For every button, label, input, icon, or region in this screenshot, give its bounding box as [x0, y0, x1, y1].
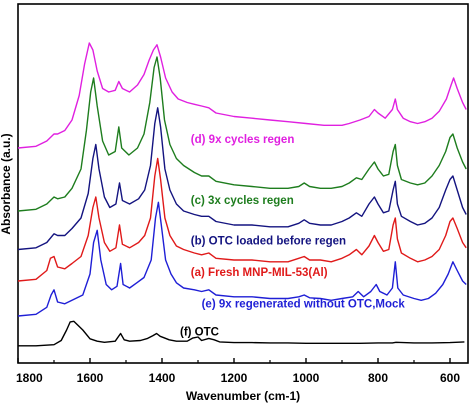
x-tick-label-3: 1200 — [221, 371, 248, 385]
series-label-1: (e) 9x regenerated without OTC,Mock — [202, 298, 406, 310]
x-tick-label-1: 1600 — [77, 371, 104, 385]
series-line-3 — [17, 107, 467, 251]
series-line-4 — [17, 56, 467, 212]
series-layer: (f) OTC (e) 9x regenerated without OTC,Mo… — [17, 42, 467, 347]
plot-frame — [17, 3, 469, 364]
x-tick-label-4: 1000 — [293, 371, 320, 385]
x-axis-title: Wavenumber (cm-1) — [186, 389, 300, 403]
series-label-2: (a) Fresh MNP-MIL-53(Al) — [191, 267, 328, 279]
series-line-2 — [17, 157, 467, 282]
series-label-4: (c) 3x cycles regen — [191, 195, 294, 207]
series-label-5: (d) 9x cycles regen — [191, 134, 295, 146]
series-label-3: (b) OTC loaded before regen — [191, 235, 346, 247]
series-line-1 — [17, 201, 467, 317]
x-tick-label-5: 800 — [368, 371, 388, 385]
x-ticks: 1800 1600 1400 1200 1000 800 600 — [16, 358, 460, 385]
x-tick-label-2: 1400 — [149, 371, 176, 385]
y-axis-title: Absorbance (a.u.) — [0, 133, 13, 234]
x-tick-label-0: 1800 — [16, 371, 43, 385]
series-label-0: (f) OTC — [180, 326, 219, 338]
series-line-0 — [18, 320, 465, 347]
series-line-5 — [17, 42, 467, 149]
x-tick-label-6: 600 — [440, 371, 460, 385]
